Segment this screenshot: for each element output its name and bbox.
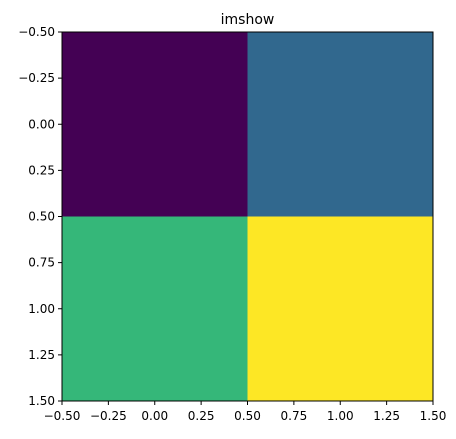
y-tick-label: 0.50 [28,210,55,224]
y-tick-label: 0.00 [28,117,55,131]
x-tick-label: 1.00 [327,409,354,423]
x-tick-label: 0.75 [281,409,308,423]
x-tick-label: −0.25 [90,409,127,423]
axes-frame [61,31,434,402]
x-axis: −0.50 −0.25 0.00 0.25 0.50 0.75 1.00 1.25 1.50 [44,401,447,423]
heatmap-cell-r1-c0 [62,216,248,401]
chart-title: imshow [221,12,275,28]
heatmap-cell-r0-c1 [247,32,433,217]
heatmap-cell-r1-c1 [247,216,433,401]
y-tick-label: 1.50 [28,394,55,408]
heatmap-cells [62,32,433,401]
y-tick-label: 0.25 [28,163,55,177]
x-tick-label: 0.25 [188,409,215,423]
x-tick-label: 1.50 [420,409,447,423]
x-tick-label: 0.50 [234,409,261,423]
y-tick-label: 1.25 [28,348,55,362]
x-tick-label: 0.00 [141,409,168,423]
x-tick-label: 1.25 [373,409,400,423]
y-axis: −0.50 −0.25 0.00 0.25 0.50 0.75 1.00 1.25 1.50 [18,25,62,408]
y-tick-label: −0.25 [18,71,55,85]
y-tick-label: 0.75 [28,256,55,270]
y-tick-label: −0.50 [18,25,55,39]
heatmap-cell-r0-c0 [62,32,248,217]
y-tick-label: 1.00 [28,302,55,316]
x-tick-label: −0.50 [44,409,81,423]
